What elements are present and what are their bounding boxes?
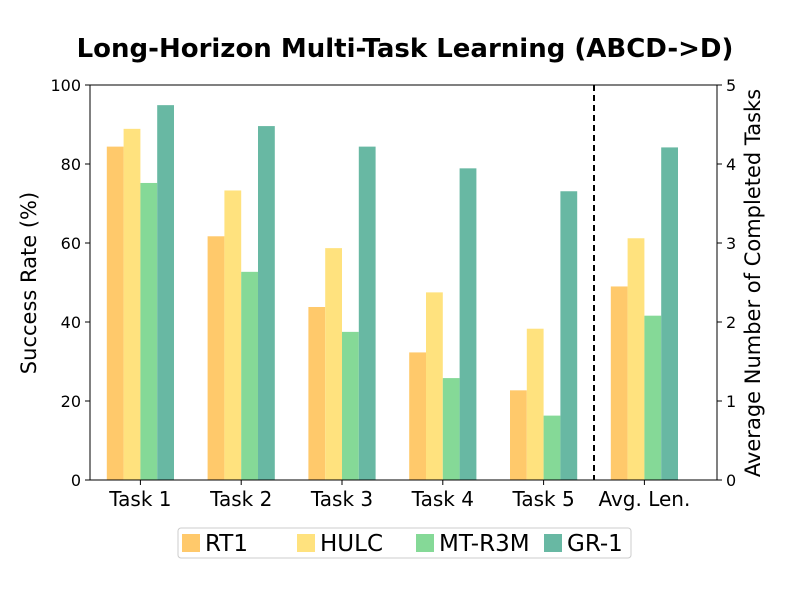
x-tick-label: Task 5	[511, 487, 574, 511]
y-tick-label: 20	[61, 392, 81, 411]
bar-rt1-3	[308, 306, 326, 480]
y2-tick-label: 5	[726, 76, 736, 95]
bars-group	[106, 105, 678, 481]
x-tick-label: Task 3	[310, 487, 373, 511]
legend-swatch-mt-r3m	[416, 534, 434, 552]
bar-hulc-5	[526, 328, 544, 480]
legend-swatch-rt1	[182, 534, 200, 552]
y-axis-label: Success Rate (%)	[17, 192, 41, 374]
y2-tick-label: 2	[726, 313, 736, 332]
y-tick-label: 60	[61, 234, 81, 253]
x-tick-label: Task 4	[411, 487, 474, 511]
bar-mt-r3m-5	[543, 415, 561, 480]
legend-label-hulc: HULC	[320, 531, 383, 557]
bar-mt-r3m-2	[241, 271, 258, 480]
bar-mt-r3m-3	[342, 331, 359, 480]
bar-mt-r3m-4	[442, 378, 460, 480]
y2-tick-label: 1	[726, 392, 736, 411]
y-tick-label: 100	[50, 76, 81, 95]
plot-frame	[89, 84, 718, 481]
bar-rt1-4	[409, 352, 426, 480]
legend-label-rt1: RT1	[205, 531, 248, 557]
bar-hulc-4	[426, 292, 443, 480]
bar-hulc-avg-len	[627, 238, 645, 480]
bar-hulc-3	[325, 248, 342, 480]
y-tick-label: 0	[71, 471, 81, 490]
bar-rt1-5	[510, 390, 527, 480]
x-tick-label: Task 2	[209, 487, 272, 511]
bar-mt-r3m-1	[140, 182, 158, 480]
legend-label-mt-r3m: MT-R3M	[439, 531, 530, 557]
bar-gr-1-3	[358, 146, 376, 480]
chart-title: Long-Horizon Multi-Task Learning (ABCD->…	[77, 34, 734, 64]
legend-label-gr-1: GR-1	[567, 531, 623, 557]
bar-hulc-1	[123, 128, 141, 480]
y2-tick-label: 3	[726, 234, 736, 253]
bar-mt-r3m-avg-len	[644, 315, 662, 480]
y-tick-label: 80	[61, 155, 81, 174]
x-tick-label: Task 1	[108, 487, 171, 511]
bar-gr-1-5	[560, 191, 578, 480]
legend-swatch-gr-1	[544, 534, 562, 552]
bar-gr-1-avg-len	[661, 147, 678, 480]
bar-gr-1-1	[157, 105, 174, 481]
bar-rt1-2	[207, 236, 225, 480]
y-tick-label: 40	[61, 313, 81, 332]
bar-hulc-2	[224, 190, 242, 480]
y2-tick-label: 0	[726, 471, 736, 490]
bar-gr-1-2	[258, 126, 275, 480]
y2-tick-label: 4	[726, 155, 736, 174]
legend-box	[177, 527, 632, 559]
axes-group: 0 20 40 60 80 100 0 1 2 3 4 5 Task 1 Task 2 Task 3 Task…	[50, 76, 736, 511]
bar-rt1-1	[106, 146, 124, 480]
bar-gr-1-4	[459, 168, 477, 480]
x-tick-label: Avg. Len.	[598, 487, 690, 511]
legend-swatch-hulc	[297, 534, 315, 552]
bar-rt1-avg-len	[610, 286, 628, 480]
legend: RT1 HULC MT-R3M GR-1	[177, 527, 632, 559]
y2-axis-label: Average Number of Completed Tasks	[741, 89, 765, 477]
